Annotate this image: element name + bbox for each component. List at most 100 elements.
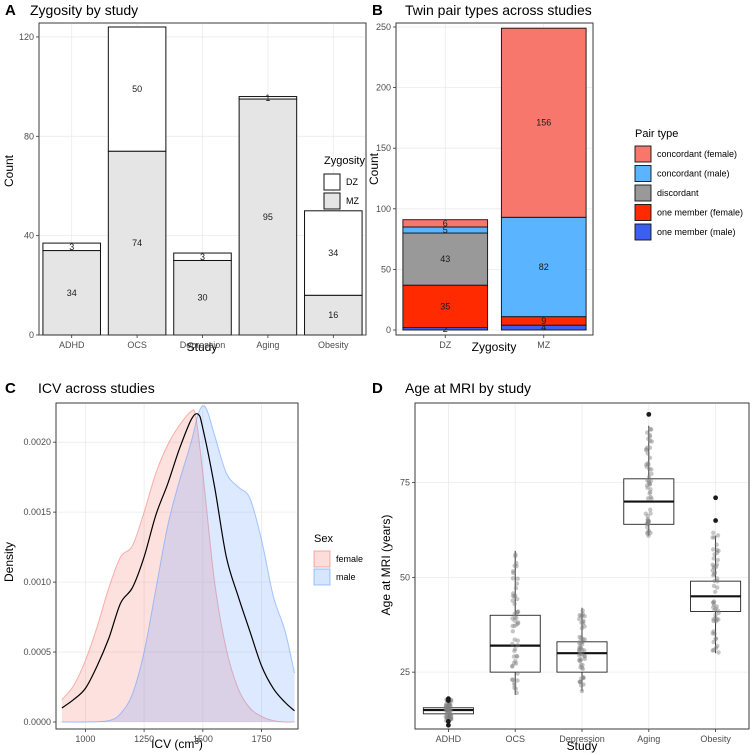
chart-a-bar-dz [173, 252, 232, 261]
chart-b-bar-concordant-male [500, 216, 587, 318]
panel-label-b: B [372, 2, 383, 19]
chart-d-point [580, 639, 585, 645]
chart-d-point [580, 666, 585, 672]
chart-d-outlier [446, 719, 451, 724]
chart-d-point [577, 649, 582, 654]
chart-d-point [715, 643, 720, 649]
chart-d-point [714, 604, 719, 609]
chart-d-xlabel: Study [567, 739, 598, 753]
chart-c-density-outline-female [61, 409, 295, 723]
chart-a-title: Zygosity by study [30, 2, 138, 18]
chart-d-point [647, 481, 652, 487]
chart-d-point [447, 712, 453, 717]
chart-a-bar-dz [304, 210, 363, 296]
chart-b-value-label: 156 [536, 118, 551, 128]
chart-d-point [443, 708, 449, 713]
chart-a-legend-key [323, 192, 341, 210]
chart-a-value-label: 95 [263, 212, 273, 222]
chart-d-point [648, 489, 653, 495]
chart-c: 0.0000 0.0005 0.0010 0.0015 0.0020 1000 1250 15… [23, 402, 363, 744]
chart-c-legend-key [313, 550, 331, 568]
chart-d-point [579, 676, 584, 681]
chart-d-point [711, 573, 716, 578]
chart-d-point [577, 616, 582, 622]
chart-d-point [515, 621, 521, 626]
chart-d-point [515, 671, 520, 676]
chart-d-title: Age at MRI by study [405, 380, 531, 396]
chart-d-point [444, 701, 449, 707]
chart-d-point [578, 613, 584, 619]
chart-d-point [514, 564, 519, 569]
chart-b-ytick-label: 250 [376, 22, 391, 32]
chart-d-point [447, 715, 453, 720]
chart-a-bar-mz [107, 150, 167, 336]
chart-d-point [578, 645, 584, 650]
chart-b-bar-concordant-female [500, 27, 587, 218]
chart-d-point [580, 613, 585, 618]
chart-d-point [645, 513, 650, 519]
chart-d-point [577, 634, 582, 640]
chart-d-point [713, 619, 719, 624]
chart-d-point [646, 436, 651, 442]
chart-d-point [646, 519, 651, 524]
chart-a-xtick-label: Depression [180, 340, 226, 350]
chart-d-point [514, 560, 519, 566]
chart-d-point [578, 641, 583, 646]
chart-d-point [444, 703, 449, 708]
chart-d-point [445, 706, 450, 711]
chart-d-point [645, 518, 650, 523]
chart-d-point [714, 550, 720, 555]
chart-d-point [514, 581, 520, 586]
chart-a-ytick-label: 0 [29, 330, 34, 340]
chart-d-point [444, 707, 449, 712]
chart-d-point [648, 438, 653, 444]
chart-d-point [510, 663, 515, 669]
chart-d-point [446, 705, 451, 710]
chart-d-ylabel: Age at MRI (years) [379, 515, 393, 616]
chart-d-point [447, 702, 452, 707]
chart-b-bar-concordant-female [402, 219, 489, 228]
chart-d-point [644, 462, 649, 467]
chart-d-point [448, 715, 453, 721]
chart-c-ytick-label: 0.0015 [23, 507, 51, 517]
chart-b-legend-label: concordant (male) [657, 169, 730, 179]
chart-d-point [445, 710, 450, 715]
chart-d-point [647, 491, 652, 496]
chart-a-bar-mz [238, 98, 298, 336]
chart-d-point [443, 705, 448, 711]
chart-b-ytick-label: 150 [376, 143, 391, 153]
chart-d-point [511, 570, 516, 576]
chart-d-ytick-label: 50 [400, 572, 410, 582]
chart-d-point [577, 658, 582, 663]
chart-d-point [646, 528, 651, 534]
chart-d-point [578, 679, 583, 685]
chart-d-point [710, 568, 715, 573]
chart-d-point [648, 487, 653, 492]
chart-d-point [512, 618, 517, 623]
chart-d-point [647, 482, 653, 487]
chart-d-point [514, 622, 519, 627]
chart-c-xtick-label: 1500 [193, 734, 213, 744]
chart-d-point [645, 478, 650, 483]
chart-c-xtick-label: 1000 [75, 734, 95, 744]
chart-a-ytick-label: 40 [24, 231, 34, 241]
chart-d-point [580, 608, 585, 613]
chart-d-outlier [713, 495, 718, 501]
chart-d-box [489, 614, 541, 673]
chart-d-point [578, 645, 583, 650]
chart-d-point [646, 518, 651, 524]
chart-d-point [713, 615, 718, 621]
chart-d-point [644, 447, 649, 453]
chart-b-value-label: 43 [440, 254, 450, 264]
chart-d-point [513, 658, 518, 664]
chart-d-point [712, 570, 718, 575]
chart-b-value-label: 4 [541, 323, 546, 333]
chart-d-point [578, 683, 584, 688]
chart-b-value-label: 9 [541, 316, 546, 326]
chart-d-point [512, 615, 518, 620]
chart-d-point [713, 613, 718, 618]
chart-d-point [713, 636, 719, 641]
chart-d-point [513, 585, 519, 591]
chart-d-point [646, 533, 651, 538]
